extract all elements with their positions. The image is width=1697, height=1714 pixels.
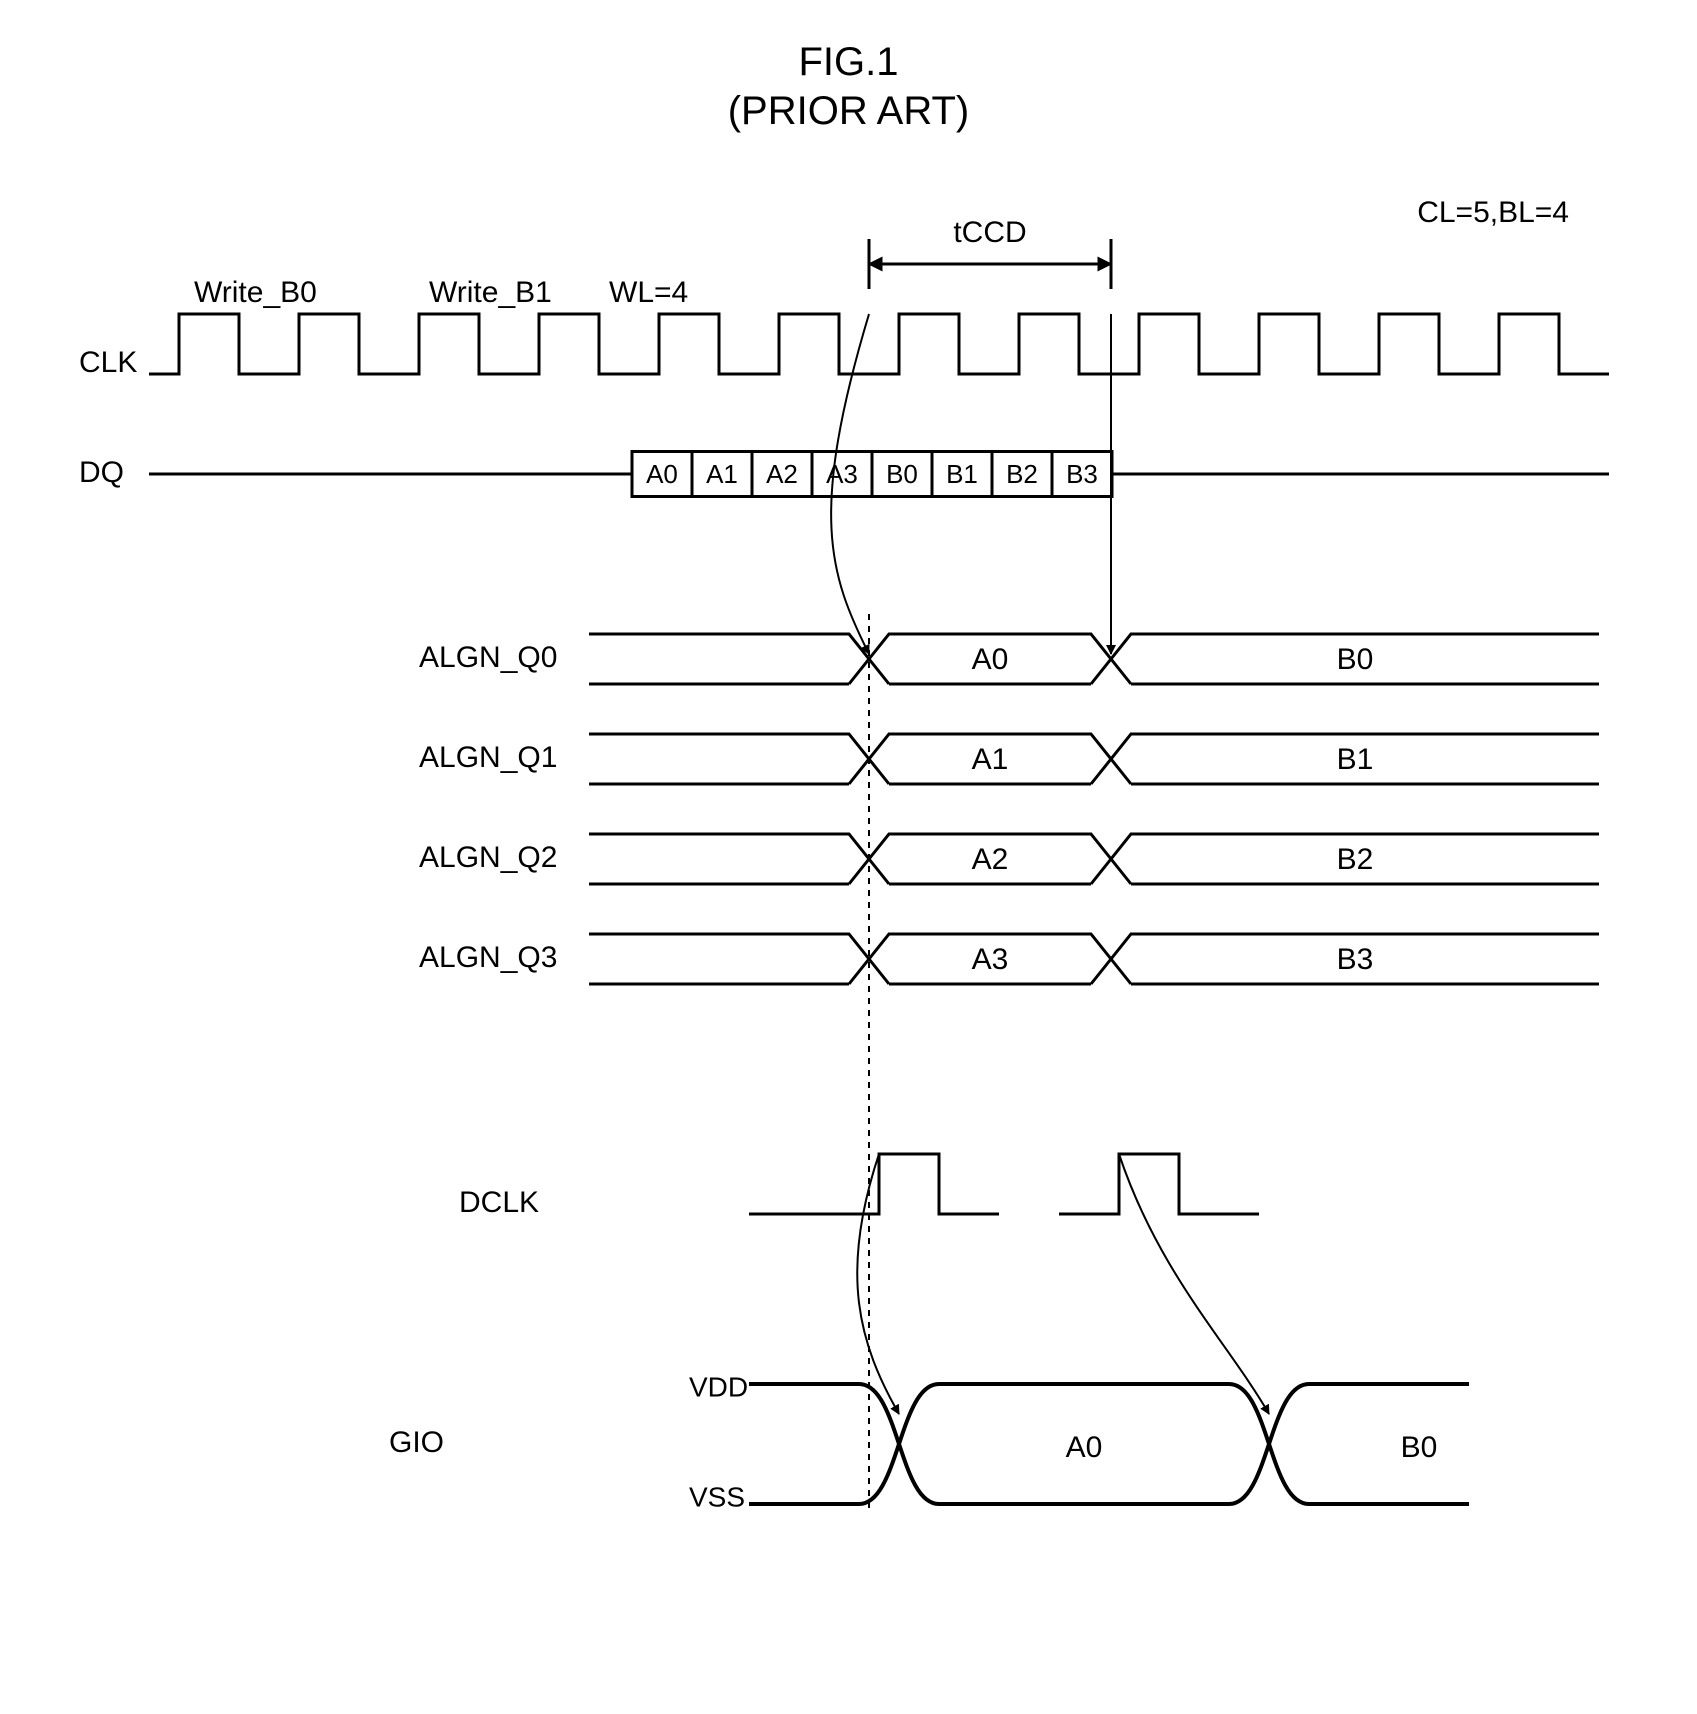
- svg-text:B3: B3: [1336, 943, 1373, 976]
- svg-text:A1: A1: [706, 459, 738, 489]
- svg-text:tCCD: tCCD: [953, 216, 1026, 249]
- svg-text:A2: A2: [971, 843, 1008, 876]
- svg-text:ALGN_Q0: ALGN_Q0: [419, 641, 557, 674]
- svg-text:WL=4: WL=4: [609, 276, 688, 309]
- svg-text:ALGN_Q3: ALGN_Q3: [419, 941, 557, 974]
- svg-text:CLK: CLK: [79, 346, 137, 379]
- svg-text:B0: B0: [1336, 643, 1373, 676]
- svg-text:VDD: VDD: [689, 1371, 748, 1402]
- timing-diagram: CL=5,BL=4 tCCD Write_B0 Write_B1 WL=4 CLK A0 A1…: [49, 174, 1649, 1674]
- svg-text:ALGN_Q1: ALGN_Q1: [419, 741, 557, 774]
- svg-text:A0: A0: [971, 643, 1008, 676]
- svg-text:B1: B1: [1336, 743, 1373, 776]
- svg-text:GIO: GIO: [389, 1426, 444, 1459]
- svg-text:B3: B3: [1066, 459, 1098, 489]
- svg-text:A3: A3: [971, 943, 1008, 976]
- svg-text:Write_B1: Write_B1: [429, 276, 552, 309]
- svg-text:CL=5,BL=4: CL=5,BL=4: [1417, 196, 1569, 229]
- svg-text:A3: A3: [826, 459, 858, 489]
- svg-text:B2: B2: [1006, 459, 1038, 489]
- svg-text:VSS: VSS: [689, 1481, 745, 1512]
- svg-text:A0: A0: [1065, 1431, 1102, 1464]
- figure-title: FIG.1: [40, 40, 1657, 85]
- svg-text:A1: A1: [971, 743, 1008, 776]
- svg-text:A2: A2: [766, 459, 798, 489]
- svg-text:Write_B0: Write_B0: [194, 276, 317, 309]
- svg-text:DQ: DQ: [79, 456, 124, 489]
- svg-text:B0: B0: [1400, 1431, 1437, 1464]
- svg-text:ALGN_Q2: ALGN_Q2: [419, 841, 557, 874]
- figure-subtitle: (PRIOR ART): [40, 89, 1657, 134]
- svg-text:B2: B2: [1336, 843, 1373, 876]
- svg-text:A0: A0: [646, 459, 678, 489]
- svg-text:B1: B1: [946, 459, 978, 489]
- svg-text:B0: B0: [886, 459, 918, 489]
- svg-text:DCLK: DCLK: [459, 1186, 539, 1219]
